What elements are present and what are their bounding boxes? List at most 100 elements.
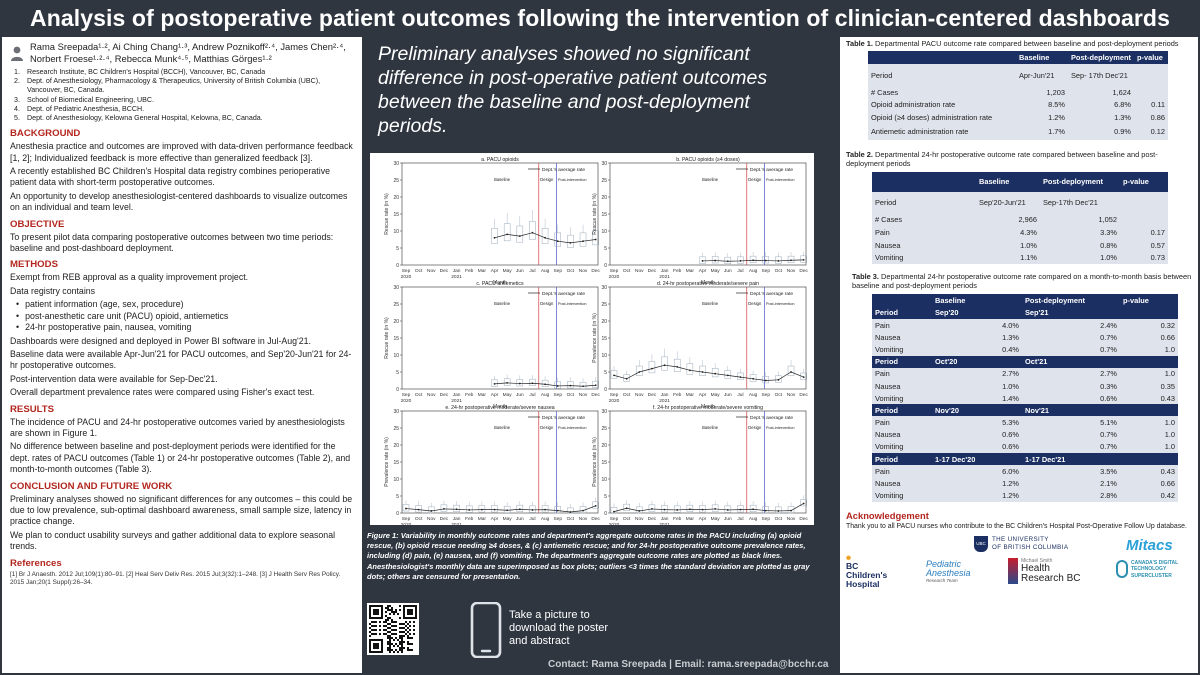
x-tick-label: Dec	[799, 392, 808, 398]
data-point	[764, 379, 767, 382]
table-row: # Cases 2,966 1,052	[872, 213, 1168, 227]
data-point	[651, 508, 653, 510]
data-point	[518, 382, 521, 385]
x-tick-label: Jun	[516, 392, 524, 398]
table-row: Pain 5.3% 5.1% 1.0	[872, 416, 1178, 429]
references-text: [1] Br J Anaesth. 2012 Jul;109(1):80–91.…	[10, 570, 341, 586]
x-year-label: 2021	[659, 274, 670, 280]
band-label-baseline: Baseline	[494, 177, 511, 182]
y-tick-label: 30	[393, 409, 399, 415]
qr-module	[399, 627, 401, 629]
panel-title: a. PACU opioids	[481, 157, 519, 163]
qr-module	[373, 633, 375, 635]
box-plot	[686, 363, 694, 375]
table-row: Antiemetic administration rate 1.7% 0.9% 0.…	[868, 123, 1168, 140]
qr-module	[385, 625, 387, 627]
legend-label: Dept.'s average rate	[750, 415, 793, 421]
y-tick-label: 15	[601, 212, 607, 218]
data-point	[739, 260, 742, 262]
x-tick-label: Nov	[635, 516, 644, 522]
qr-module	[401, 641, 403, 643]
x-tick-label: Jul	[529, 516, 535, 522]
data-point	[777, 378, 780, 381]
qr-module	[391, 633, 393, 635]
qr-module	[389, 613, 391, 615]
contact-info: Contact: Rama Sreepada | Email: rama.sre…	[548, 659, 829, 670]
qr-module	[387, 635, 389, 637]
x-tick-label: Mar	[686, 392, 695, 398]
box-plot	[567, 234, 574, 248]
y-tick-label: 30	[601, 161, 607, 167]
qr-module	[393, 613, 395, 615]
affiliation: 5. Dept. of Anesthesiology, Kelowna Gener…	[14, 114, 263, 123]
qr-module	[375, 625, 377, 627]
box-plot	[491, 228, 498, 244]
methods-text: Dashboards were designed and deployed in…	[10, 335, 311, 346]
qr-module	[401, 645, 403, 647]
box-plot	[673, 358, 681, 372]
x-year-label: 2020	[609, 274, 620, 280]
qr-module	[387, 605, 389, 607]
x-tick-label: Feb	[465, 268, 474, 274]
qr-module	[409, 637, 411, 639]
sponsor-logos: UBC THE UNIVERSITY OF BRITISH COLUMBIA M…	[846, 535, 1192, 596]
data-point	[405, 507, 407, 510]
bc-childrens-logo: ✺ BC Children's Hospital	[846, 555, 888, 589]
methods-heading: METHODS	[10, 259, 58, 271]
x-tick-label: Sep	[553, 268, 562, 274]
data-point	[613, 374, 615, 377]
data-point	[493, 383, 496, 385]
data-point	[455, 508, 458, 511]
qr-module	[385, 611, 387, 613]
qr-module	[399, 635, 401, 637]
figure-1: a. PACU opioids 0 5 10 15 20 25 30 Rescue rate (…	[370, 153, 814, 534]
table-row: Vomiting 1.1% 1.0% 0.73	[872, 251, 1168, 264]
x-tick-label: Feb	[465, 516, 474, 522]
qr-module	[387, 627, 389, 629]
qr-module	[405, 621, 407, 623]
y-tick-label: 10	[393, 229, 399, 235]
qr-module	[413, 625, 415, 627]
qr-module	[403, 631, 405, 633]
qr-module	[391, 643, 393, 645]
x-tick-label: Aug	[541, 268, 550, 274]
qr-module	[387, 617, 389, 619]
qr-code[interactable]	[367, 603, 419, 655]
qr-module	[395, 609, 397, 611]
legend-label: Dept.'s average rate	[542, 167, 585, 173]
table-row: Nausea 1.0% 0.8% 0.57	[872, 238, 1168, 252]
x-year-label: 2020	[401, 274, 412, 280]
qr-module	[373, 621, 375, 623]
x-tick-label: Jan	[453, 516, 461, 522]
qr-module	[389, 639, 391, 641]
qr-module	[401, 637, 403, 639]
qr-module	[407, 647, 409, 649]
qr-module	[387, 643, 389, 645]
box-plot	[554, 232, 561, 247]
data-point	[777, 260, 780, 262]
digital-supercluster-logo: CANADA'S DIGITAL TECHNOLOGY SUPERCLUSTER	[1116, 560, 1178, 580]
y-axis-label: Rescue rate (in %)	[384, 193, 390, 235]
box-plot	[579, 232, 587, 247]
legend-label: Dept.'s average rate	[542, 415, 585, 421]
qr-module	[369, 631, 371, 633]
qr-module	[395, 637, 397, 639]
x-tick-label: May	[503, 516, 513, 522]
qr-module	[393, 651, 395, 653]
qr-module	[407, 627, 409, 629]
table-row: Period Sep'20-Jun'21 Sep-17th Dec'21	[872, 191, 1168, 214]
box-plot	[636, 365, 643, 376]
qr-module	[391, 619, 393, 621]
objective-text: To present pilot data comparing postoper…	[10, 231, 334, 254]
series-line	[613, 503, 804, 512]
x-tick-label: Sep	[610, 516, 619, 522]
x-tick-label: Apr	[699, 516, 707, 522]
data-point	[676, 366, 679, 368]
qr-module	[399, 609, 401, 611]
x-tick-label: May	[503, 392, 513, 398]
data-point	[790, 371, 792, 373]
qr-module	[395, 633, 397, 635]
figure-1-charts: a. PACU opioids 0 5 10 15 20 25 30 Rescue rate (…	[384, 157, 809, 534]
data-point	[790, 259, 792, 262]
qr-module	[383, 621, 385, 623]
